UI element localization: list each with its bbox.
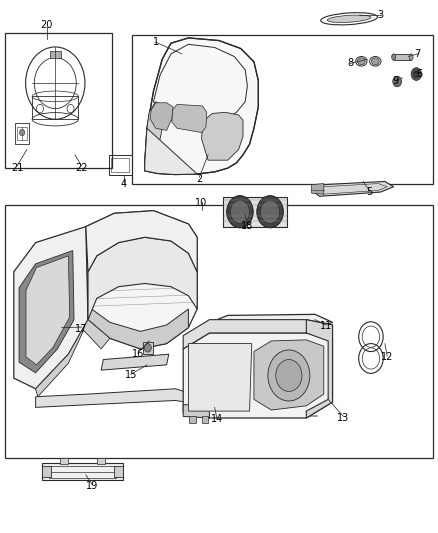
Polygon shape bbox=[311, 183, 324, 194]
Polygon shape bbox=[254, 340, 324, 410]
Text: 11: 11 bbox=[320, 321, 332, 331]
Text: 15: 15 bbox=[125, 370, 137, 381]
Polygon shape bbox=[150, 103, 173, 131]
Polygon shape bbox=[183, 405, 209, 418]
Polygon shape bbox=[145, 38, 258, 174]
Polygon shape bbox=[50, 51, 60, 58]
Ellipse shape bbox=[327, 15, 371, 22]
Polygon shape bbox=[143, 342, 152, 354]
Polygon shape bbox=[19, 251, 74, 373]
Polygon shape bbox=[26, 256, 70, 365]
Circle shape bbox=[268, 350, 310, 401]
Text: 3: 3 bbox=[378, 10, 384, 20]
Polygon shape bbox=[97, 458, 106, 464]
Ellipse shape bbox=[371, 58, 379, 64]
Polygon shape bbox=[147, 102, 166, 150]
Circle shape bbox=[230, 200, 250, 223]
Polygon shape bbox=[60, 458, 68, 464]
Polygon shape bbox=[223, 197, 287, 227]
Text: 16: 16 bbox=[132, 349, 145, 359]
Polygon shape bbox=[183, 333, 332, 418]
Circle shape bbox=[413, 70, 420, 78]
Circle shape bbox=[276, 360, 302, 391]
Polygon shape bbox=[201, 112, 243, 160]
Text: 19: 19 bbox=[86, 481, 99, 490]
Polygon shape bbox=[210, 314, 332, 330]
Polygon shape bbox=[172, 104, 207, 133]
Text: 10: 10 bbox=[195, 198, 208, 208]
Text: 5: 5 bbox=[367, 187, 373, 197]
Text: 2: 2 bbox=[196, 174, 202, 184]
Polygon shape bbox=[311, 181, 394, 196]
Text: 7: 7 bbox=[414, 49, 421, 59]
Text: 21: 21 bbox=[11, 163, 24, 173]
Polygon shape bbox=[88, 237, 197, 320]
Text: 8: 8 bbox=[347, 59, 353, 68]
Ellipse shape bbox=[409, 54, 413, 60]
Text: 13: 13 bbox=[337, 413, 350, 423]
Polygon shape bbox=[188, 344, 252, 411]
Polygon shape bbox=[306, 320, 332, 418]
Text: 17: 17 bbox=[75, 324, 88, 334]
Circle shape bbox=[393, 76, 402, 87]
Text: 12: 12 bbox=[381, 352, 393, 362]
Text: 1: 1 bbox=[152, 37, 159, 47]
Text: 6: 6 bbox=[417, 69, 423, 79]
Ellipse shape bbox=[392, 54, 396, 60]
Polygon shape bbox=[145, 128, 197, 174]
Polygon shape bbox=[35, 320, 110, 397]
Polygon shape bbox=[86, 211, 197, 349]
Polygon shape bbox=[394, 54, 411, 60]
Circle shape bbox=[19, 130, 25, 136]
Polygon shape bbox=[114, 466, 123, 477]
Text: 18: 18 bbox=[241, 221, 254, 231]
Polygon shape bbox=[42, 466, 51, 477]
Circle shape bbox=[145, 344, 151, 352]
Text: 20: 20 bbox=[40, 20, 53, 30]
Text: 9: 9 bbox=[393, 77, 399, 86]
Circle shape bbox=[261, 200, 280, 223]
Circle shape bbox=[411, 68, 422, 80]
Polygon shape bbox=[86, 211, 197, 272]
Ellipse shape bbox=[357, 58, 365, 64]
Circle shape bbox=[257, 196, 283, 228]
Polygon shape bbox=[201, 416, 208, 423]
Polygon shape bbox=[101, 354, 169, 370]
Text: 14: 14 bbox=[211, 414, 223, 424]
Polygon shape bbox=[88, 306, 188, 349]
Text: 4: 4 bbox=[121, 179, 127, 189]
Polygon shape bbox=[35, 389, 201, 407]
Polygon shape bbox=[42, 463, 123, 480]
Polygon shape bbox=[183, 320, 332, 349]
Text: 22: 22 bbox=[75, 163, 88, 173]
Circle shape bbox=[227, 196, 253, 228]
Polygon shape bbox=[14, 227, 88, 389]
Polygon shape bbox=[189, 416, 196, 423]
